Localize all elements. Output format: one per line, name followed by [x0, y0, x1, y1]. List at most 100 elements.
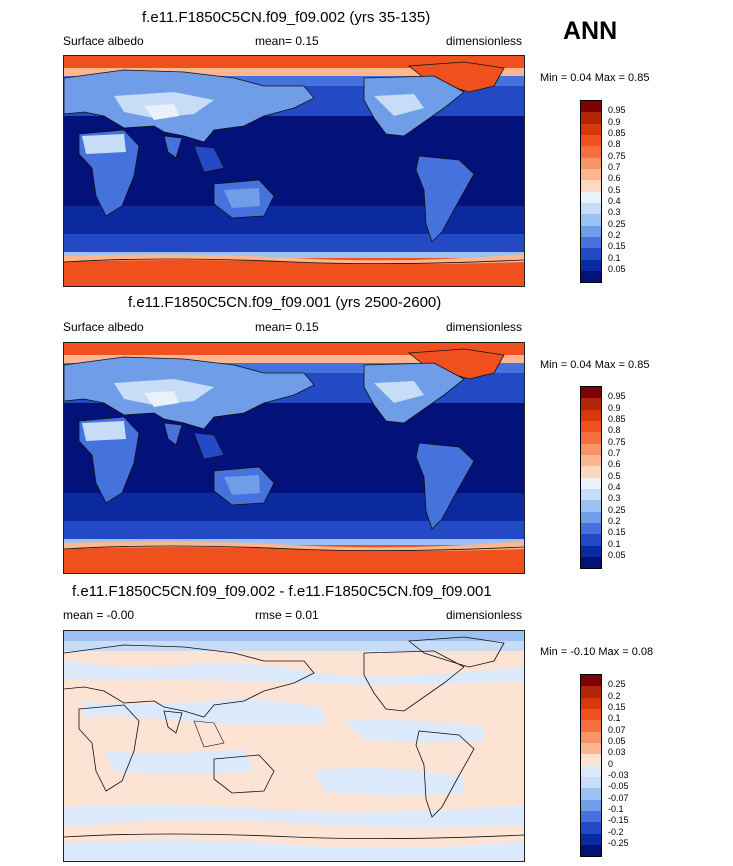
colorbar-tick-label: -0.2 — [608, 826, 624, 837]
colorbar: 0.95 0.9 0.85 0.8 0.75 0.7 0.6 0.5 0.4 0.3 0.25 0.2… — [580, 100, 626, 284]
colorbar-tick-label: 0.4 — [608, 195, 621, 206]
colorbar-swatch — [581, 731, 601, 743]
colorbar-tick-label: -0.15 — [608, 815, 629, 826]
colorbar-swatch — [581, 488, 601, 501]
colorbar-tick-label: 0.4 — [608, 481, 621, 492]
colorbar-swatch — [581, 432, 601, 444]
colorbar-swatch — [581, 477, 601, 489]
albedo-map — [63, 342, 525, 574]
colorbar-swatch — [581, 202, 601, 215]
colorbar-swatch — [581, 844, 601, 857]
season-label: ANN — [563, 17, 618, 45]
colorbar-swatch — [581, 387, 601, 399]
colorbar-tick-label: 0.2 — [608, 690, 621, 701]
variable-label: Surface albedo — [63, 34, 144, 48]
colorbar-swatch — [581, 214, 601, 226]
colorbar-swatch — [581, 101, 601, 113]
colorbar-swatch — [581, 398, 601, 410]
colorbar-tick-label: 0.5 — [608, 470, 621, 481]
colorbar-swatch — [581, 168, 601, 181]
variable-label: Surface albedo — [63, 320, 144, 334]
colorbar-swatch — [581, 123, 601, 135]
colorbar: 0.25 0.2 0.15 0.1 0.07 0.05 0.03 0 -0.03 -0.05 -0.… — [580, 674, 629, 858]
colorbar-tick-label: 0.6 — [608, 459, 621, 470]
colorbar-tick-label: 0.3 — [608, 493, 621, 504]
colorbar-swatches — [580, 386, 602, 570]
colorbar-swatch — [581, 765, 601, 777]
colorbar-tick-label: 0.25 — [608, 679, 626, 690]
units-label: dimensionless — [446, 34, 523, 48]
albedo-map — [63, 55, 525, 287]
colorbar-swatch — [581, 686, 601, 698]
mean-label: mean= 0.15 — [255, 320, 319, 334]
colorbar-tick-label: 0.85 — [608, 413, 626, 424]
colorbar-swatch — [581, 443, 601, 455]
colorbar-tick-label: 0.15 — [608, 701, 626, 712]
colorbar-swatch — [581, 454, 601, 467]
colorbar-tick-label: 0.05 — [608, 263, 626, 274]
panel-title: f.e11.F1850C5CN.f09_f09.002 (yrs 35-135) — [142, 9, 431, 26]
colorbar-tick-label: 0.07 — [608, 724, 626, 735]
colorbar-tick-label: 0.7 — [608, 161, 621, 172]
colorbar-swatch — [581, 191, 601, 203]
colorbar-tick-label: 0.15 — [608, 241, 626, 252]
colorbar-tick-label: -0.05 — [608, 781, 629, 792]
colorbar-swatch — [581, 522, 601, 535]
colorbar-tick-label: 0.75 — [608, 436, 626, 447]
units-label: dimensionless — [446, 320, 523, 334]
colorbar-tick-label: 0.03 — [608, 747, 626, 758]
colorbar-swatches — [580, 674, 602, 858]
colorbar-tick-label: 0 — [608, 758, 614, 769]
colorbar-tick-label: 0.9 — [608, 116, 621, 127]
colorbar-swatch — [581, 776, 601, 789]
colorbar-swatch — [581, 742, 601, 755]
colorbar-tick-label: 0.6 — [608, 173, 621, 184]
min-max-label: Min = -0.10 Max = 0.08 — [540, 646, 654, 658]
colorbar-tick-label: 0.1 — [608, 713, 621, 724]
colorbar-swatch — [581, 822, 601, 834]
colorbar-swatch — [581, 248, 601, 260]
colorbar-swatch — [581, 180, 601, 192]
mean-label: mean= 0.15 — [255, 34, 319, 48]
colorbar-swatch — [581, 259, 601, 271]
colorbar: 0.95 0.9 0.85 0.8 0.75 0.7 0.6 0.5 0.4 0.3 0.25 0.2… — [580, 386, 626, 570]
colorbar-tick-label: 0.95 — [608, 391, 626, 402]
colorbar-swatch — [581, 112, 601, 124]
colorbar-swatches — [580, 100, 602, 284]
panel-title: f.e11.F1850C5CN.f09_f09.001 (yrs 2500-26… — [128, 294, 442, 311]
colorbar-swatch — [581, 675, 601, 687]
colorbar-swatch — [581, 534, 601, 546]
colorbar-tick-label: 0.25 — [608, 218, 626, 229]
colorbar-swatch — [581, 833, 601, 845]
colorbar-swatch — [581, 697, 601, 709]
colorbar-tick-label: 0.2 — [608, 515, 621, 526]
colorbar-swatch — [581, 708, 601, 721]
colorbar-swatch — [581, 810, 601, 823]
colorbar-swatch — [581, 720, 601, 732]
rmse-label: rmse = 0.01 — [255, 608, 319, 622]
colorbar-swatch — [581, 799, 601, 811]
colorbar-swatch — [581, 556, 601, 569]
colorbar-tick-label: 0.05 — [608, 735, 626, 746]
colorbar-swatch — [581, 754, 601, 766]
mean-label: mean = -0.00 — [63, 608, 135, 622]
colorbar-tick-label: 0.8 — [608, 425, 621, 436]
colorbar-tick-label: 0.1 — [608, 252, 621, 263]
min-max-label: Min = 0.04 Max = 0.85 — [540, 72, 650, 84]
colorbar-tick-label: -0.07 — [608, 792, 629, 803]
colorbar-tick-label: 0.85 — [608, 127, 626, 138]
colorbar-swatch — [581, 545, 601, 557]
colorbar-tick-label: 0.8 — [608, 139, 621, 150]
colorbar-tick-label: -0.1 — [608, 803, 624, 814]
colorbar-swatch — [581, 500, 601, 512]
colorbar-swatch — [581, 466, 601, 478]
colorbar-tick-label: 0.05 — [608, 549, 626, 560]
colorbar-swatch — [581, 157, 601, 169]
units-label: dimensionless — [446, 608, 523, 622]
colorbar-tick-label: 0.75 — [608, 150, 626, 161]
colorbar-swatch — [581, 270, 601, 283]
colorbar-tick-label: 0.95 — [608, 105, 626, 116]
colorbar-tick-label: 0.3 — [608, 207, 621, 218]
difference-map — [63, 630, 525, 862]
colorbar-tick-label: 0.1 — [608, 538, 621, 549]
